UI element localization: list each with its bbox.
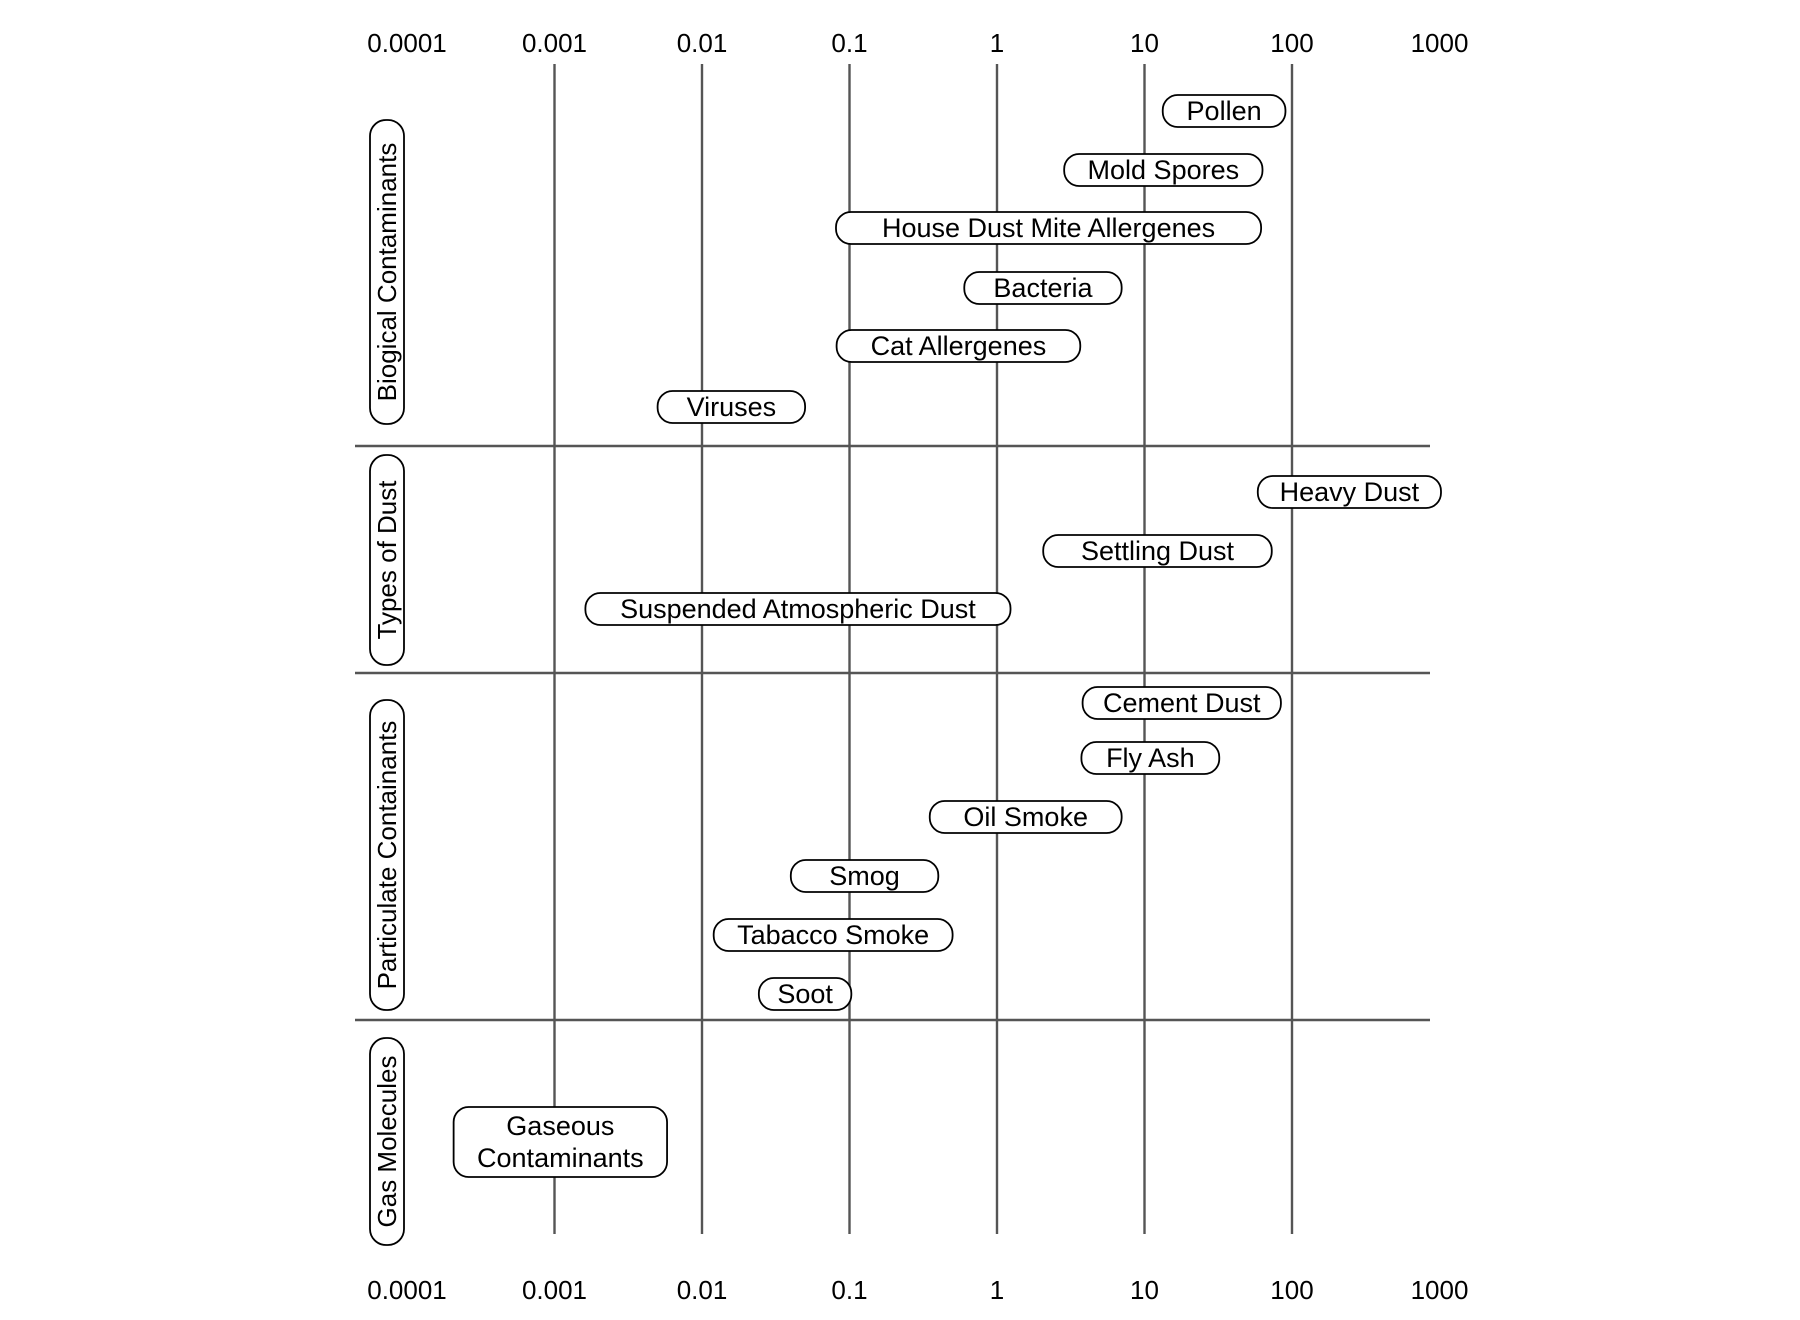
range-label: Tabacco Smoke <box>737 920 929 950</box>
range-pill <box>452 1106 668 1178</box>
x-tick-label-top: 0.1 <box>831 28 867 58</box>
x-tick-label-bottom: 0.01 <box>677 1275 728 1305</box>
range-label: Smog <box>829 861 900 891</box>
range-label: Settling Dust <box>1081 536 1235 566</box>
range-label: Mold Spores <box>1088 155 1240 185</box>
range-label: House Dust Mite Allergenes <box>882 213 1215 243</box>
range-pill <box>1081 686 1282 720</box>
x-tick-label-top: 1 <box>990 28 1004 58</box>
x-tick-label-bottom: 1 <box>990 1275 1004 1305</box>
x-tick-label-bottom: 0.0001 <box>367 1275 447 1305</box>
range-pill <box>928 800 1123 834</box>
range-item: Smog <box>789 859 940 893</box>
x-tick-label-top: 0.001 <box>522 28 587 58</box>
category-label: Particulate Containants <box>372 721 402 990</box>
range-label: Suspended Atmospheric Dust <box>620 594 976 624</box>
range-pills: Pollen Mold Spores House Dust Mite Allerge… <box>452 94 1442 1178</box>
range-pill <box>757 977 853 1011</box>
x-tick-label-bottom: 1000 <box>1411 1275 1469 1305</box>
category-pill <box>369 119 405 425</box>
range-label: Heavy Dust <box>1280 477 1420 507</box>
range-pill <box>1042 534 1273 568</box>
range-pill <box>656 390 806 424</box>
range-item: Cement Dust <box>1081 686 1282 720</box>
range-item: Fly Ash <box>1080 741 1221 775</box>
range-item: Tabacco Smoke <box>712 918 954 952</box>
range-item: Mold Spores <box>1063 153 1264 187</box>
category-label: Gas Molecules <box>372 1056 402 1228</box>
grid-lines <box>355 64 1430 1234</box>
x-tick-label-top: 10 <box>1130 28 1159 58</box>
range-item: House Dust Mite Allergenes <box>835 211 1263 245</box>
range-item: Suspended Atmospheric Dust <box>584 592 1012 626</box>
x-tick-label-bottom: 0.001 <box>522 1275 587 1305</box>
x-tick-label-bottom: 100 <box>1270 1275 1313 1305</box>
range-pill <box>1161 94 1287 128</box>
category-pill <box>369 699 405 1011</box>
category-pill <box>369 454 405 666</box>
range-item: Soot <box>757 977 853 1011</box>
range-label: Cement Dust <box>1103 688 1261 718</box>
range-pill <box>963 271 1123 305</box>
range-item: Settling Dust <box>1042 534 1273 568</box>
category-labels: Biogical Contaminants Types of Dust Partic… <box>369 119 405 1246</box>
range-label: Soot <box>777 979 833 1009</box>
x-tick-label-top: 100 <box>1270 28 1313 58</box>
range-item: Viruses <box>656 390 806 424</box>
range-item: Cat Allergenes <box>835 329 1082 363</box>
range-item: Heavy Dust <box>1256 475 1442 509</box>
range-label: Viruses <box>687 392 777 422</box>
x-tick-label-top: 0.0001 <box>367 28 447 58</box>
range-label: Gaseous <box>506 1111 614 1141</box>
range-pill <box>1080 741 1221 775</box>
x-axis-top: 0.0001 0.001 0.01 0.1 1 10 100 1000 <box>367 28 1468 58</box>
range-label: Fly Ash <box>1106 743 1195 773</box>
range-label: Pollen <box>1187 96 1262 126</box>
x-tick-label-top: 1000 <box>1411 28 1469 58</box>
category-pill <box>369 1037 405 1246</box>
x-tick-label-bottom: 10 <box>1130 1275 1159 1305</box>
category-label: Types of Dust <box>372 480 402 640</box>
range-item: Oil Smoke <box>928 800 1123 834</box>
range-label: Cat Allergenes <box>871 331 1047 361</box>
range-item: Bacteria <box>963 271 1123 305</box>
range-label: Bacteria <box>993 273 1093 303</box>
x-tick-label-bottom: 0.1 <box>831 1275 867 1305</box>
x-axis-bottom: 0.0001 0.001 0.01 0.1 1 10 100 1000 <box>367 1275 1468 1305</box>
range-label: Contaminants <box>477 1143 644 1173</box>
range-pill <box>584 592 1012 626</box>
category-label: Biogical Contaminants <box>372 143 402 402</box>
x-tick-label-top: 0.01 <box>677 28 728 58</box>
range-pill <box>835 329 1082 363</box>
range-label: Oil Smoke <box>963 802 1088 832</box>
range-pill <box>712 918 954 952</box>
range-pill <box>789 859 940 893</box>
range-pill <box>1256 475 1442 509</box>
range-pill <box>835 211 1263 245</box>
range-item: Pollen <box>1161 94 1287 128</box>
range-pill <box>1063 153 1264 187</box>
